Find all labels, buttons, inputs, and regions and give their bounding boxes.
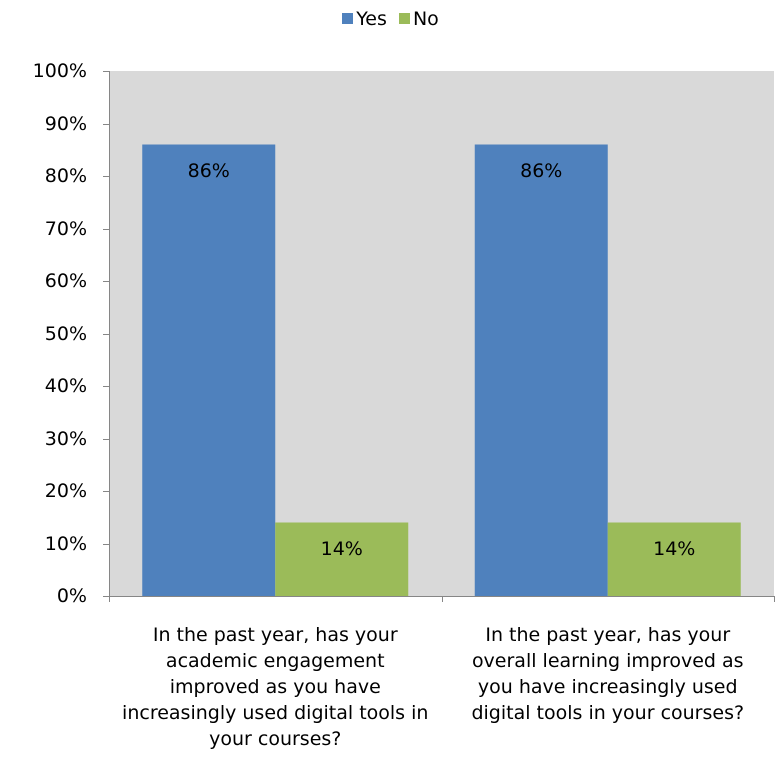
bar-yes: [142, 144, 276, 596]
y-tick-label: 100%: [32, 60, 87, 82]
data-label-yes: 86%: [187, 159, 230, 182]
legend-label-yes: Yes: [356, 8, 387, 30]
chart-legend: Yes No: [0, 8, 781, 30]
y-tick-label: 30%: [44, 427, 87, 450]
y-tick-label: 40%: [44, 375, 87, 397]
x-category-label: In the past year, has your overall learn…: [471, 624, 745, 724]
y-tick-label: 90%: [44, 112, 87, 135]
data-label-no: 14%: [653, 537, 696, 560]
y-tick-label: 20%: [44, 480, 87, 502]
legend-swatch-no: [398, 13, 410, 24]
data-label-yes: 86%: [520, 159, 563, 182]
y-tick-label: 80%: [44, 165, 87, 187]
legend-label-no: No: [412, 8, 439, 30]
y-tick-label: 70%: [44, 217, 87, 240]
y-tick-label: 60%: [44, 270, 87, 292]
data-label-no: 14%: [320, 537, 363, 560]
bar-no: [275, 522, 409, 596]
y-tick-label: 50%: [44, 322, 87, 345]
bar-yes: [474, 144, 608, 596]
legend-swatch-yes: [342, 13, 354, 24]
x-category-label: In the past year, has your academic enga…: [122, 624, 429, 750]
y-tick-label: 10%: [44, 532, 87, 555]
legend-item-yes: Yes: [342, 8, 387, 30]
legend-item-no: No: [398, 8, 439, 30]
bar-no: [607, 522, 741, 596]
y-tick-label: 0%: [56, 585, 87, 607]
